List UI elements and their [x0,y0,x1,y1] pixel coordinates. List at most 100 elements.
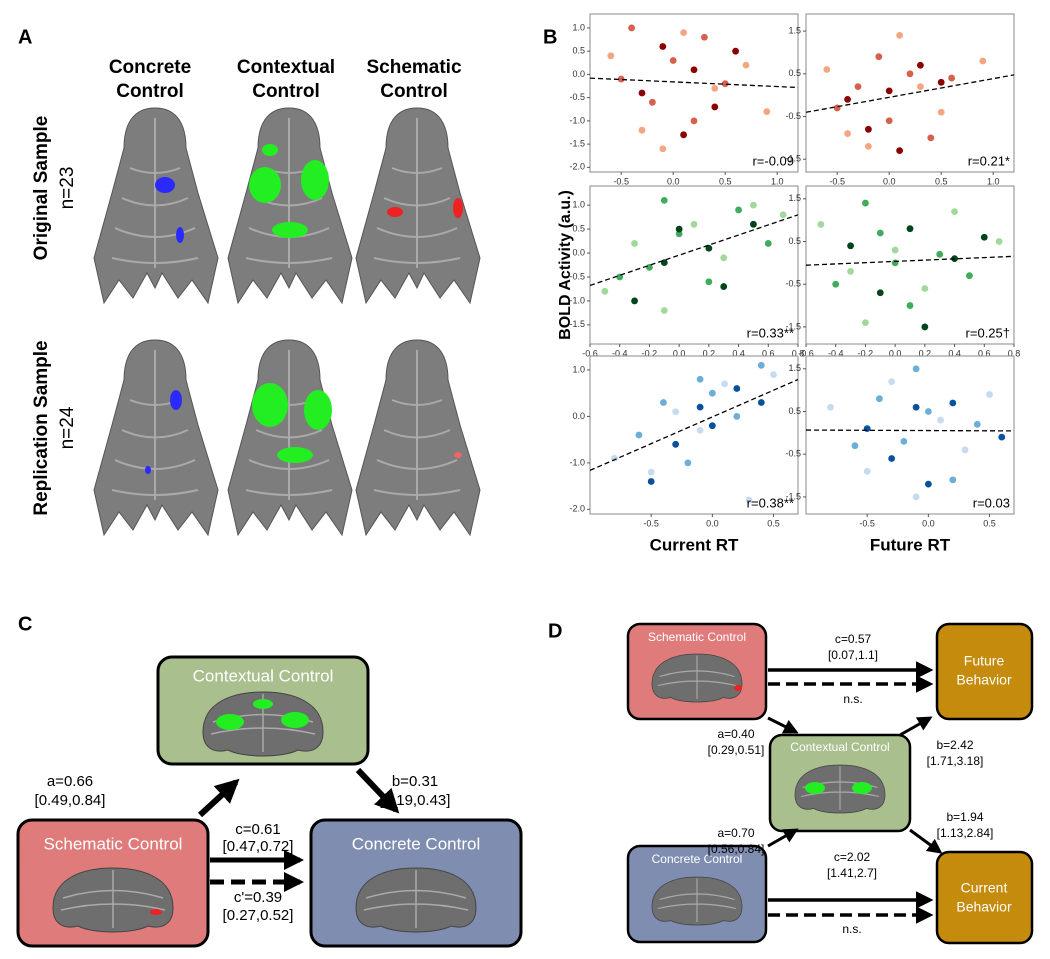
shape [249,167,281,203]
shape [909,828,943,854]
label: Control [380,81,448,102]
y-tick-label: -1.0 [569,115,585,125]
point [631,240,638,247]
point [851,442,859,450]
label: b=0.31 [392,773,438,790]
shape [651,876,743,926]
shape [935,850,1034,945]
y-tick-label: 1.0 [572,22,585,32]
panel-c: Contextual Control Schematic Control Con… [16,655,523,948]
panel-a: Concrete Control Contextual Control Sche… [31,57,481,536]
point [680,131,687,139]
point [896,147,903,155]
shape [272,222,308,238]
point [917,61,924,69]
point [742,61,750,69]
panel-label: B [543,26,557,48]
label: Schematic Control [44,834,183,853]
point [986,391,993,398]
x-tick-label: -0.5 [829,176,845,186]
fit-line [590,214,798,287]
annotation: r=0.21* [968,153,1010,168]
label: Schematic Control [648,630,746,644]
point [862,319,869,327]
point [705,244,713,252]
shape [281,712,309,728]
point [832,280,840,288]
label: Replication Sample [31,340,52,515]
y-tick-label: 0.0 [572,247,585,257]
shape [734,685,742,691]
point [847,268,854,275]
label: c=2.02 [834,850,871,864]
point [949,476,957,484]
shape [197,778,240,818]
point [924,408,932,415]
y-tick-label: 0.5 [788,68,801,78]
panel-b: -0.5 0.0 0.5 1.0 1.0 0.5 0.0 -0.5 -1.0 -1.5 -2.0 r=… [557,13,1020,554]
point [900,438,908,445]
x-tick-label: -0.2 [858,348,874,358]
y-tick-label: 0.5 [788,236,801,246]
label: Future [964,653,1005,669]
point [927,134,935,142]
point [937,416,944,424]
point [680,29,687,36]
y-tick-label: -0.5 [785,449,801,459]
y-tick-label: -1.5 [785,154,801,164]
y-tick-label: -1.5 [785,491,801,501]
point [638,89,646,97]
x-tick-label: 1.0 [987,176,1000,186]
label: [0.19,0.43] [380,792,451,809]
point [669,57,677,64]
shape [767,828,799,848]
points [590,196,798,314]
y-tick-label: -2.0 [569,162,585,172]
point [720,254,728,262]
shape [170,390,182,410]
label: Schematic [366,57,461,78]
x-tick-label: 0.5 [719,176,732,186]
shape [304,390,332,430]
point [607,52,615,60]
point [896,31,903,39]
label: c=0.61 [235,821,280,838]
point [705,278,713,286]
point [937,78,945,86]
point [733,413,741,420]
point [675,230,683,238]
y-axis-label: BOLD Activity (a.u.) [557,190,574,340]
x-tick-label: 0.5 [935,176,948,186]
point [708,422,716,430]
shape [935,622,1034,721]
panel-d: Schematic Control Contextual Control Con… [626,622,1034,945]
label: a=0.66 [47,773,93,790]
point [696,403,704,411]
point [924,480,932,488]
plot-frame [805,185,1015,345]
shape [355,339,481,536]
point [885,117,893,125]
scatter-plot: -0.6 -0.4 -0.2 0.0 0.2 0.4 0.6 0.8 1.5 0.5 -0.5 -1.… [785,185,1020,358]
point [906,70,914,78]
label: n=24 [57,406,78,449]
y-tick-label: -1.0 [569,457,585,467]
point [720,283,728,290]
point [770,371,777,378]
point [711,84,719,92]
point [875,53,883,61]
label: Contextual Control [790,740,889,754]
point [948,74,955,82]
y-tick-label: -1.0 [569,295,585,305]
point [660,259,668,267]
annotation: r=0.33** [747,325,794,340]
point [885,87,893,95]
points [806,199,1014,331]
shape [253,699,273,709]
y-tick-label: -1.5 [785,321,801,331]
shape [301,160,329,200]
y-tick-label: 0.5 [572,223,585,233]
point [833,104,841,112]
shape [262,144,278,156]
